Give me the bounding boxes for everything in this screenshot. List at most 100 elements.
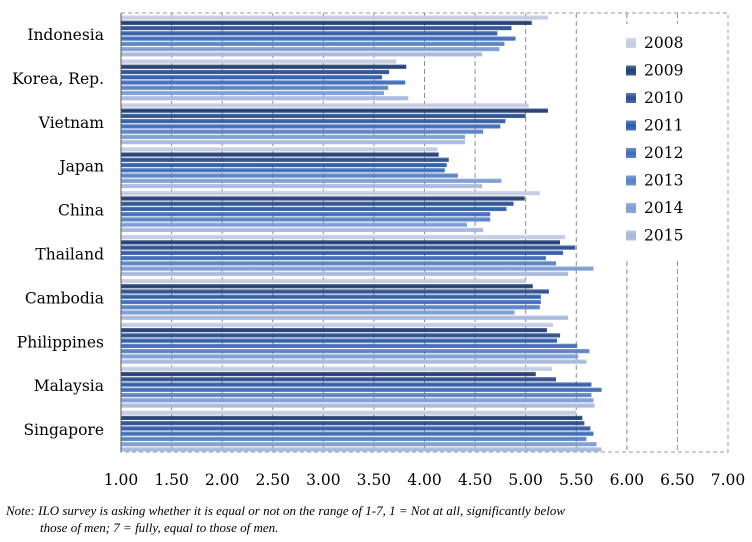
bar-philippines-2011	[121, 338, 558, 343]
bar-thailand-2012	[121, 255, 546, 261]
bar-cambodia-2010	[121, 289, 549, 294]
legend-swatch-2011	[626, 120, 636, 131]
footnote-line-1: Note: ILO survey is asking whether it is…	[6, 503, 566, 518]
footnote-line-2: those of men; 7 = fully, equal to those …	[40, 520, 279, 535]
x-tick-label: 3.50	[357, 471, 392, 489]
legend-swatch-2009	[626, 65, 636, 76]
x-tick-label: 5.50	[559, 471, 594, 489]
x-tick-label: 1.00	[104, 471, 139, 489]
category-label: Korea, Rep.	[12, 70, 104, 88]
bar-singapore-2015	[121, 447, 602, 452]
legend-label-2009: 2009	[644, 62, 683, 80]
bar-singapore-2013	[121, 436, 587, 442]
bar-vietnam-2012	[121, 124, 501, 129]
bar-japan-2014	[121, 178, 502, 183]
bar-vietnam-2015	[121, 139, 465, 145]
bar-malaysia-2009	[121, 371, 536, 377]
bar-korea-rep--2008	[121, 59, 397, 64]
bar-thailand-2008	[121, 234, 566, 240]
x-tick-label: 7.00	[711, 471, 746, 489]
bar-cambodia-2011	[121, 294, 541, 299]
legend-swatch-2015	[626, 230, 636, 241]
bar-korea-rep--2010	[121, 69, 390, 75]
bar-thailand-2009	[121, 240, 561, 245]
legend-label-2008: 2008	[644, 34, 683, 52]
bar-china-2015	[121, 227, 484, 233]
legend-label-2014: 2014	[644, 199, 684, 217]
bar-philippines-2010	[121, 333, 561, 338]
bar-indonesia-2010	[121, 25, 512, 31]
bar-china-2011	[121, 206, 507, 212]
x-tick-label: 6.00	[610, 471, 645, 489]
bar-korea-rep--2009	[121, 64, 407, 69]
bar-indonesia-2009	[121, 20, 532, 25]
bar-thailand-2011	[121, 250, 564, 255]
category-labels: Indonesia Korea, Rep. Vietnam Japan China Tha…	[12, 26, 104, 439]
bar-korea-rep--2015	[121, 96, 409, 101]
bar-japan-2011	[121, 162, 447, 168]
bar-vietnam-2008	[121, 103, 529, 108]
x-tick-label: 2.50	[255, 471, 290, 489]
bar-indonesia-2012	[121, 36, 516, 41]
bar-indonesia-2008	[121, 15, 548, 20]
bar-philippines-2014	[121, 354, 579, 359]
bar-china-2009	[121, 196, 525, 201]
bar-malaysia-2014	[121, 398, 594, 403]
bar-korea-rep--2013	[121, 85, 389, 90]
category-label: Japan	[57, 158, 104, 176]
bar-malaysia-2012	[121, 387, 602, 392]
bar-japan-2010	[121, 157, 449, 162]
bar-philippines-2015	[121, 359, 587, 364]
bar-vietnam-2010	[121, 113, 526, 119]
x-tick-label: 3.00	[306, 471, 341, 489]
bar-cambodia-2009	[121, 284, 533, 289]
bar-japan-2009	[121, 152, 439, 157]
bar-korea-rep--2011	[121, 75, 383, 80]
bar-vietnam-2013	[121, 129, 484, 134]
bar-singapore-2014	[121, 442, 597, 447]
x-tick-label: 2.00	[205, 471, 240, 489]
legend-label-2011: 2011	[644, 117, 683, 135]
bar-malaysia-2015	[121, 403, 595, 408]
bar-thailand-2014	[121, 266, 594, 271]
bar-singapore-2011	[121, 426, 591, 431]
bar-indonesia-2015	[121, 52, 483, 57]
legend-label-2010: 2010	[644, 89, 683, 107]
bar-cambodia-2014	[121, 310, 515, 315]
bar-malaysia-2011	[121, 382, 592, 387]
bar-philippines-2012	[121, 343, 578, 349]
category-label: Malaysia	[34, 377, 104, 395]
bar-japan-2015	[121, 183, 483, 189]
legend-label-2013: 2013	[644, 172, 683, 190]
legend-swatch-2012	[626, 148, 636, 158]
bar-cambodia-2008	[121, 278, 526, 284]
legend-swatch-2013	[626, 175, 636, 186]
x-axis-ticks: 1.00 1.50 2.00 2.50 3.00 3.50 4.00 4.50 5.00 5.50…	[104, 471, 746, 489]
bar-indonesia-2011	[121, 31, 498, 36]
bar-japan-2013	[121, 173, 458, 178]
legend-box	[612, 24, 708, 260]
legend-swatch-2010	[626, 93, 636, 103]
bar-malaysia-2010	[121, 377, 557, 382]
legend-label-2012: 2012	[644, 144, 683, 162]
legend-swatch-2008	[626, 38, 636, 48]
bar-korea-rep--2014	[121, 90, 385, 96]
bar-singapore-2009	[121, 415, 583, 421]
x-tick-label: 4.50	[458, 471, 493, 489]
bar-china-2010	[121, 201, 514, 206]
bar-korea-rep--2012	[121, 80, 406, 85]
bar-malaysia-2008	[121, 366, 552, 371]
bar-thailand-2010	[121, 245, 576, 250]
bar-vietnam-2014	[121, 134, 465, 140]
bar-philippines-2008	[121, 322, 553, 328]
bars	[121, 15, 602, 452]
bar-japan-2012	[121, 168, 445, 173]
bar-thailand-2015	[121, 271, 569, 276]
bar-malaysia-2013	[121, 392, 592, 398]
bar-japan-2008	[121, 147, 438, 152]
x-tick-label: 1.50	[154, 471, 189, 489]
bar-chart: Indonesia Korea, Rep. Vietnam Japan China Tha…	[12, 12, 746, 489]
bar-singapore-2012	[121, 431, 594, 436]
bar-singapore-2008	[121, 410, 577, 415]
category-label: Indonesia	[27, 26, 104, 44]
